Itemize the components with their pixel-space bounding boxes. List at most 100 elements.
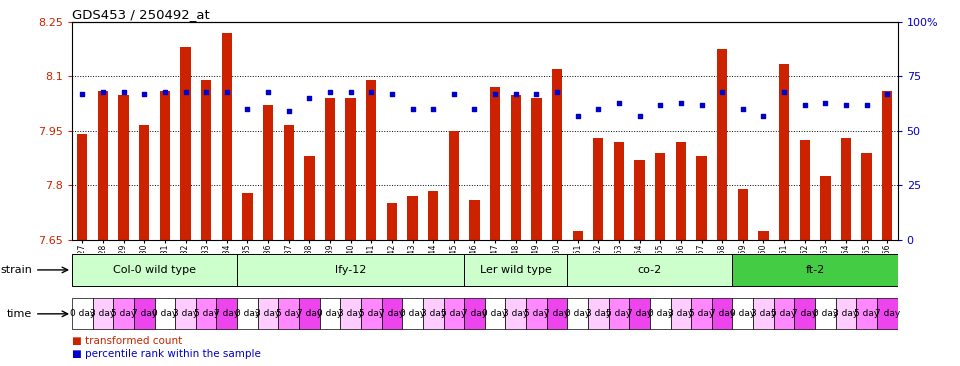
Text: Ler wild type: Ler wild type bbox=[480, 265, 552, 275]
Point bbox=[467, 106, 482, 112]
Text: ft-2: ft-2 bbox=[805, 265, 825, 275]
Point bbox=[260, 89, 276, 94]
Point bbox=[446, 91, 462, 97]
Text: 0 day: 0 day bbox=[731, 309, 756, 318]
Bar bbox=[320, 298, 340, 329]
Text: 3 day: 3 day bbox=[90, 309, 115, 318]
Bar bbox=[113, 298, 134, 329]
Bar bbox=[448, 131, 459, 240]
Bar bbox=[650, 298, 670, 329]
Text: 5 day: 5 day bbox=[607, 309, 632, 318]
Point bbox=[590, 106, 606, 112]
Bar bbox=[630, 298, 650, 329]
Text: 7 day: 7 day bbox=[214, 309, 239, 318]
Bar bbox=[717, 49, 728, 240]
Bar bbox=[465, 254, 567, 285]
Bar bbox=[278, 298, 299, 329]
Bar bbox=[346, 98, 356, 240]
Point bbox=[632, 113, 647, 119]
Bar bbox=[861, 153, 872, 240]
Bar bbox=[820, 176, 830, 240]
Bar bbox=[98, 91, 108, 240]
Bar bbox=[175, 298, 196, 329]
Bar bbox=[655, 153, 665, 240]
Text: 7 day: 7 day bbox=[544, 309, 569, 318]
Point bbox=[157, 89, 173, 94]
Point bbox=[838, 102, 853, 108]
Bar bbox=[754, 298, 774, 329]
Bar bbox=[155, 298, 175, 329]
Bar bbox=[696, 156, 707, 240]
Point bbox=[199, 89, 214, 94]
Point bbox=[653, 102, 668, 108]
Bar bbox=[222, 33, 232, 240]
Text: 5 day: 5 day bbox=[359, 309, 384, 318]
Bar bbox=[485, 298, 505, 329]
Bar bbox=[242, 193, 252, 240]
Point bbox=[673, 100, 688, 105]
Text: 3 day: 3 day bbox=[255, 309, 280, 318]
Text: 5 day: 5 day bbox=[194, 309, 219, 318]
Text: 5 day: 5 day bbox=[442, 309, 467, 318]
Bar bbox=[133, 298, 155, 329]
Text: 7 day: 7 day bbox=[132, 309, 156, 318]
Point bbox=[343, 89, 358, 94]
Text: 7 day: 7 day bbox=[875, 309, 900, 318]
Bar bbox=[882, 91, 893, 240]
Point bbox=[694, 102, 709, 108]
Text: 5 day: 5 day bbox=[524, 309, 549, 318]
Bar bbox=[552, 69, 563, 240]
Text: 5 day: 5 day bbox=[276, 309, 301, 318]
Text: 5 day: 5 day bbox=[689, 309, 714, 318]
Text: co-2: co-2 bbox=[637, 265, 662, 275]
Point bbox=[136, 91, 152, 97]
Text: 3 day: 3 day bbox=[173, 309, 198, 318]
Bar bbox=[490, 87, 500, 240]
Bar bbox=[609, 298, 630, 329]
Text: 3 day: 3 day bbox=[833, 309, 858, 318]
Text: lfy-12: lfy-12 bbox=[335, 265, 367, 275]
Text: 7 day: 7 day bbox=[792, 309, 817, 318]
Point bbox=[735, 106, 751, 112]
Point bbox=[240, 106, 255, 112]
Bar bbox=[324, 98, 335, 240]
Text: 3 day: 3 day bbox=[751, 309, 776, 318]
Bar bbox=[774, 298, 795, 329]
Bar bbox=[635, 160, 645, 240]
Bar bbox=[758, 231, 769, 240]
Bar bbox=[670, 298, 691, 329]
Bar bbox=[237, 298, 257, 329]
Point bbox=[777, 89, 792, 94]
Text: 7 day: 7 day bbox=[627, 309, 652, 318]
Bar bbox=[159, 91, 170, 240]
Bar bbox=[469, 200, 480, 240]
Point bbox=[384, 91, 399, 97]
Point bbox=[488, 91, 503, 97]
Bar bbox=[283, 126, 294, 240]
Bar bbox=[444, 298, 465, 329]
Bar bbox=[72, 298, 92, 329]
Text: 0 day: 0 day bbox=[483, 309, 508, 318]
Bar bbox=[567, 254, 732, 285]
Bar bbox=[361, 298, 381, 329]
Bar bbox=[547, 298, 567, 329]
Point bbox=[425, 106, 441, 112]
Text: 7 day: 7 day bbox=[709, 309, 734, 318]
Bar bbox=[732, 298, 753, 329]
Text: 0 day: 0 day bbox=[70, 309, 95, 318]
Point bbox=[756, 113, 771, 119]
Text: 3 day: 3 day bbox=[503, 309, 528, 318]
Text: 0 day: 0 day bbox=[648, 309, 673, 318]
Point bbox=[405, 106, 420, 112]
Bar bbox=[613, 142, 624, 240]
Bar bbox=[196, 298, 217, 329]
Bar bbox=[732, 254, 898, 285]
Point bbox=[570, 113, 586, 119]
Text: 3 day: 3 day bbox=[586, 309, 611, 318]
Text: ■ transformed count: ■ transformed count bbox=[72, 336, 182, 346]
Text: 0 day: 0 day bbox=[235, 309, 260, 318]
Bar bbox=[531, 98, 541, 240]
Bar bbox=[691, 298, 712, 329]
Text: 5 day: 5 day bbox=[111, 309, 136, 318]
Bar bbox=[779, 64, 789, 240]
